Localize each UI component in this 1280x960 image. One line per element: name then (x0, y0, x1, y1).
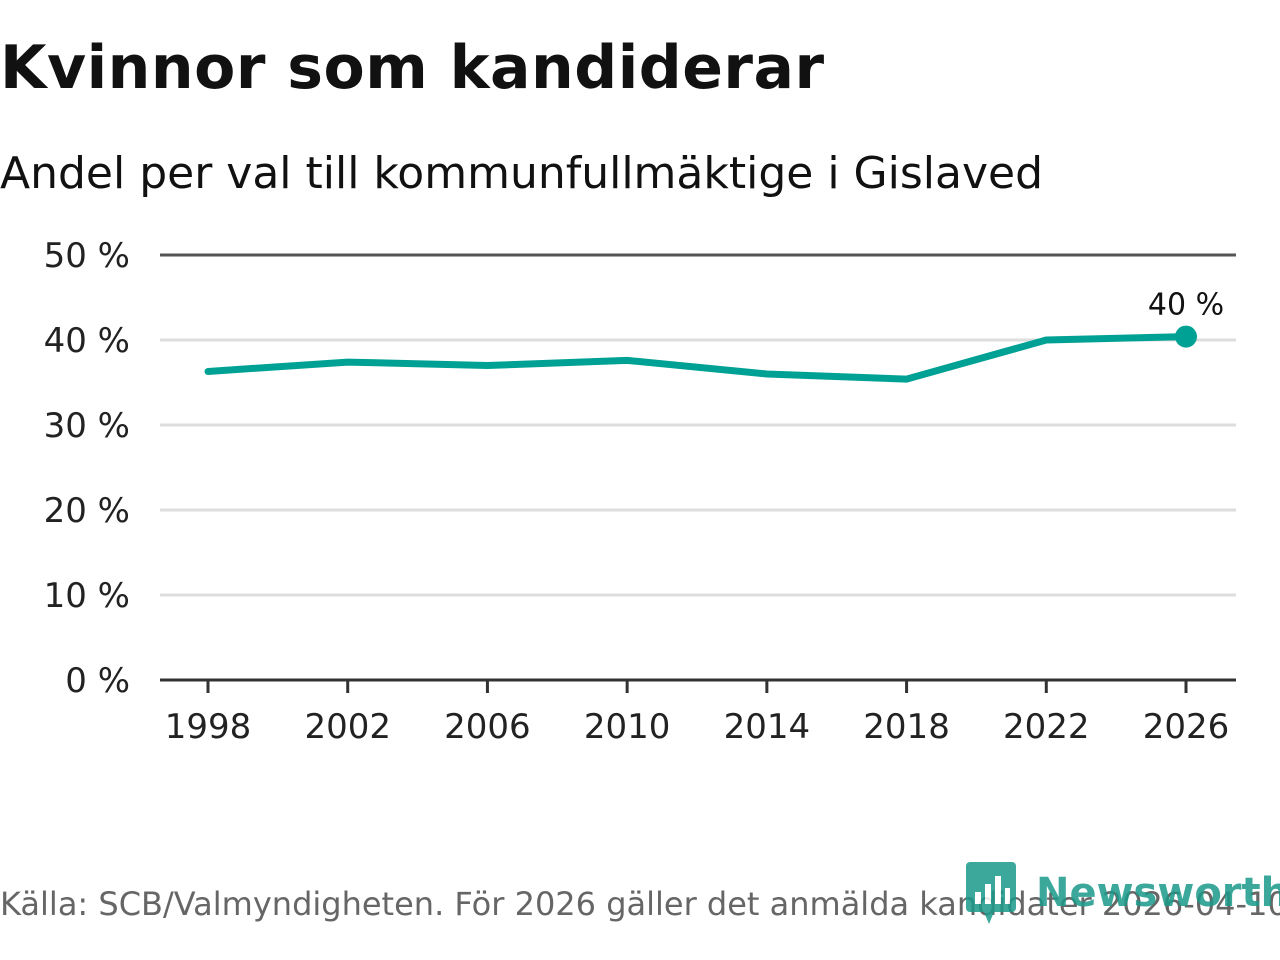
source-note: Källa: SCB/Valmyndigheten. För 2026 gäll… (0, 885, 1280, 923)
last-data-point (1175, 325, 1197, 348)
x-tick-label: 2018 (863, 707, 950, 747)
x-tick-label: 2022 (1003, 707, 1090, 747)
x-tick-label: 2010 (584, 707, 671, 747)
y-tick-label: 50 % (44, 236, 130, 276)
y-tick-label: 10 % (44, 576, 130, 616)
series-line (204, 333, 1190, 383)
chart-title: Kvinnor som kandiderar (0, 33, 825, 103)
chart-subtitle: Andel per val till kommunfullmäktige i G… (0, 148, 1044, 199)
x-tick-label: 2026 (1143, 707, 1230, 747)
brand-logo: Newsworthy (966, 862, 1280, 924)
last-point-label: 40 % (1148, 288, 1224, 323)
newsworthy-logo-icon (966, 862, 1016, 924)
x-tick-label: 2002 (304, 707, 391, 747)
x-tick-label: 2014 (724, 707, 811, 747)
y-tick-label: 30 % (44, 406, 130, 446)
y-tick-label: 0 % (65, 661, 130, 701)
brand-name: Newsworthy (1036, 870, 1280, 916)
x-tick-label: 2006 (444, 707, 531, 747)
y-tick-label: 20 % (44, 491, 130, 531)
x-tick-label: 1998 (165, 707, 252, 747)
y-tick-label: 40 % (44, 321, 130, 361)
